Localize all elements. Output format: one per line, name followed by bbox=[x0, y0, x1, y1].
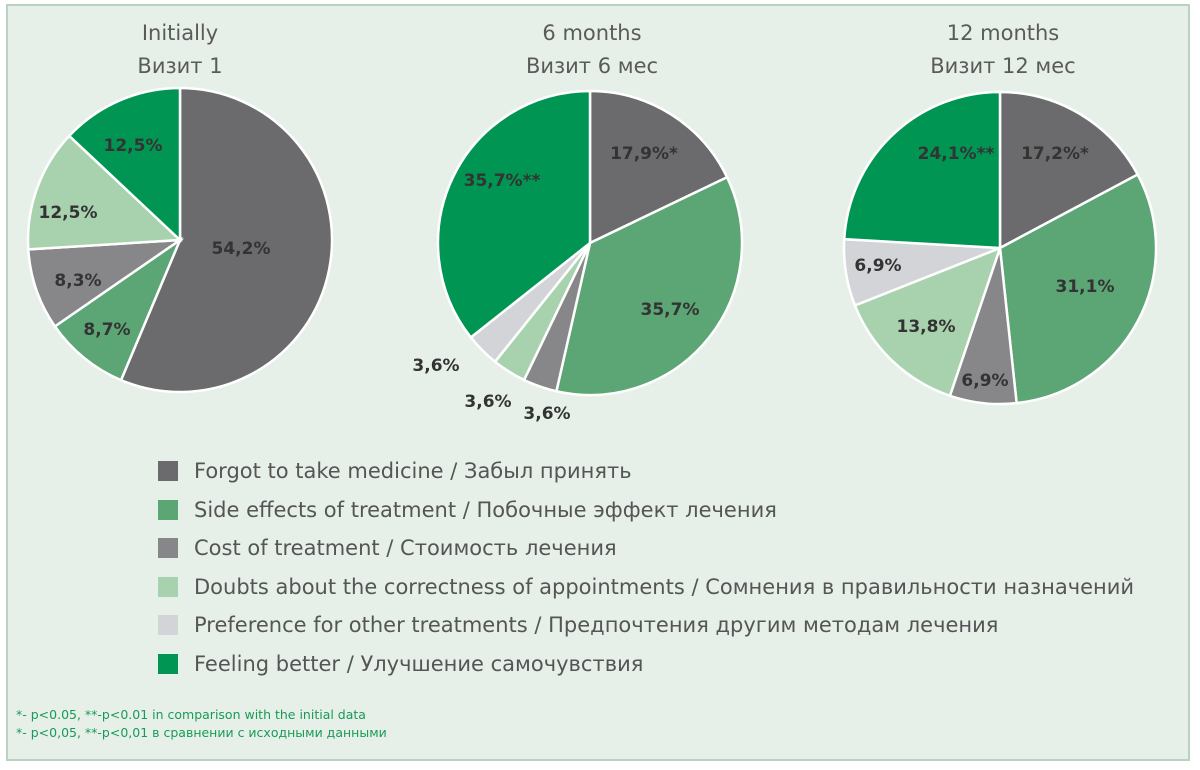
pie-chart-3: 12 months Визит 12 мес 17,2%* 31,1% 6,9% 13,8… bbox=[842, 21, 1158, 406]
slice-label-side-effects: 31,1% bbox=[1056, 277, 1115, 297]
pie-charts: Initially Визит 1 54,2% 8,7% 8,3% 12,5% 12,5% 6… bbox=[26, 21, 1158, 424]
legend-swatch bbox=[158, 461, 178, 482]
pie-slice-feeling-better bbox=[842, 90, 1002, 250]
pie-slice-forgot bbox=[588, 89, 729, 245]
pie-slice-cost bbox=[26, 238, 185, 329]
legend-label: Doubts about the correctness of appointm… bbox=[194, 574, 1135, 599]
slice-label-doubts: 13,8% bbox=[897, 317, 956, 337]
legend-item-doubts: Doubts about the correctness of appointm… bbox=[158, 568, 1134, 607]
legend-item-forgot: Forgot to take medicine / Забыл принять bbox=[158, 452, 1134, 491]
slice-label-forgot: 17,9%* bbox=[610, 144, 678, 164]
legend-label: Preference for other treatments / Предпо… bbox=[194, 613, 999, 638]
pie-chart-1: Initially Визит 1 54,2% 8,7% 8,3% 12,5% 12,5% bbox=[26, 21, 334, 394]
pie-title: Визит 6 мес bbox=[526, 54, 658, 78]
legend-label: Forgot to take medicine / Забыл принять bbox=[194, 459, 632, 484]
slice-label-preference: 3,6% bbox=[412, 356, 459, 376]
slice-label-cost: 3,6% bbox=[523, 404, 570, 424]
pie-title: Визит 12 мес bbox=[930, 54, 1075, 78]
slice-label-forgot: 54,2% bbox=[212, 239, 271, 259]
pie-slice-side-effects bbox=[998, 172, 1158, 405]
pie-title: 6 months bbox=[542, 21, 641, 45]
legend-swatch bbox=[158, 576, 178, 597]
legend-swatch bbox=[158, 538, 178, 559]
pie-title: 12 months bbox=[947, 21, 1060, 45]
legend-item-side-effects: Side effects of treatment / Побочные эфф… bbox=[158, 491, 1134, 530]
slice-label-preference: 6,9% bbox=[854, 256, 901, 276]
pie-slice-side-effects bbox=[554, 175, 744, 397]
pie-slice-feeling-better bbox=[67, 86, 182, 243]
legend-item-preference: Preference for other treatments / Предпо… bbox=[158, 606, 1134, 645]
slice-label-feeling-better: 35,7%** bbox=[464, 171, 541, 191]
slice-label-doubts: 12,5% bbox=[39, 203, 98, 223]
pie-title: Визит 1 bbox=[137, 54, 222, 78]
note-english: *- p<0.05, **-p<0.01 in comparison with … bbox=[16, 707, 366, 722]
pie-slice-forgot bbox=[119, 86, 334, 394]
pie-slice-doubts bbox=[26, 134, 183, 251]
slice-label-cost: 8,3% bbox=[54, 271, 101, 291]
slice-label-cost: 6,9% bbox=[961, 371, 1008, 391]
slice-label-feeling-better: 24,1%** bbox=[918, 144, 995, 164]
significance-notes: *- p<0.05, **-p<0.01 in comparison with … bbox=[16, 706, 387, 742]
slice-label-doubts: 3,6% bbox=[464, 392, 511, 412]
legend-label: Cost of treatment / Стоимость лечения bbox=[194, 536, 617, 561]
legend-label: Side effects of treatment / Побочные эфф… bbox=[194, 497, 777, 522]
slice-label-forgot: 17,2%* bbox=[1021, 144, 1089, 164]
legend: Forgot to take medicine / Забыл принять … bbox=[158, 452, 1134, 683]
legend-swatch bbox=[158, 653, 178, 674]
legend-swatch bbox=[158, 499, 178, 520]
pie-slice-feeling-better bbox=[436, 89, 592, 340]
slice-label-side-effects: 35,7% bbox=[641, 300, 700, 320]
legend-item-cost: Cost of treatment / Стоимость лечения bbox=[158, 529, 1134, 568]
note-russian: *- p<0,05, **-p<0,01 в сравнении с исход… bbox=[16, 725, 387, 740]
slice-label-feeling-better: 12,5% bbox=[104, 136, 163, 156]
pie-slice-doubts bbox=[853, 245, 1003, 398]
slice-label-side-effects: 8,7% bbox=[83, 320, 130, 340]
pie-slice-forgot bbox=[998, 90, 1140, 251]
pie-title: Initially bbox=[142, 21, 218, 45]
pie-slice-side-effects bbox=[53, 236, 183, 382]
legend-swatch bbox=[158, 615, 178, 636]
legend-label: Feeling better / Улучшение самочувствия bbox=[194, 651, 644, 676]
legend-item-feeling-better: Feeling better / Улучшение самочувствия bbox=[158, 645, 1134, 684]
